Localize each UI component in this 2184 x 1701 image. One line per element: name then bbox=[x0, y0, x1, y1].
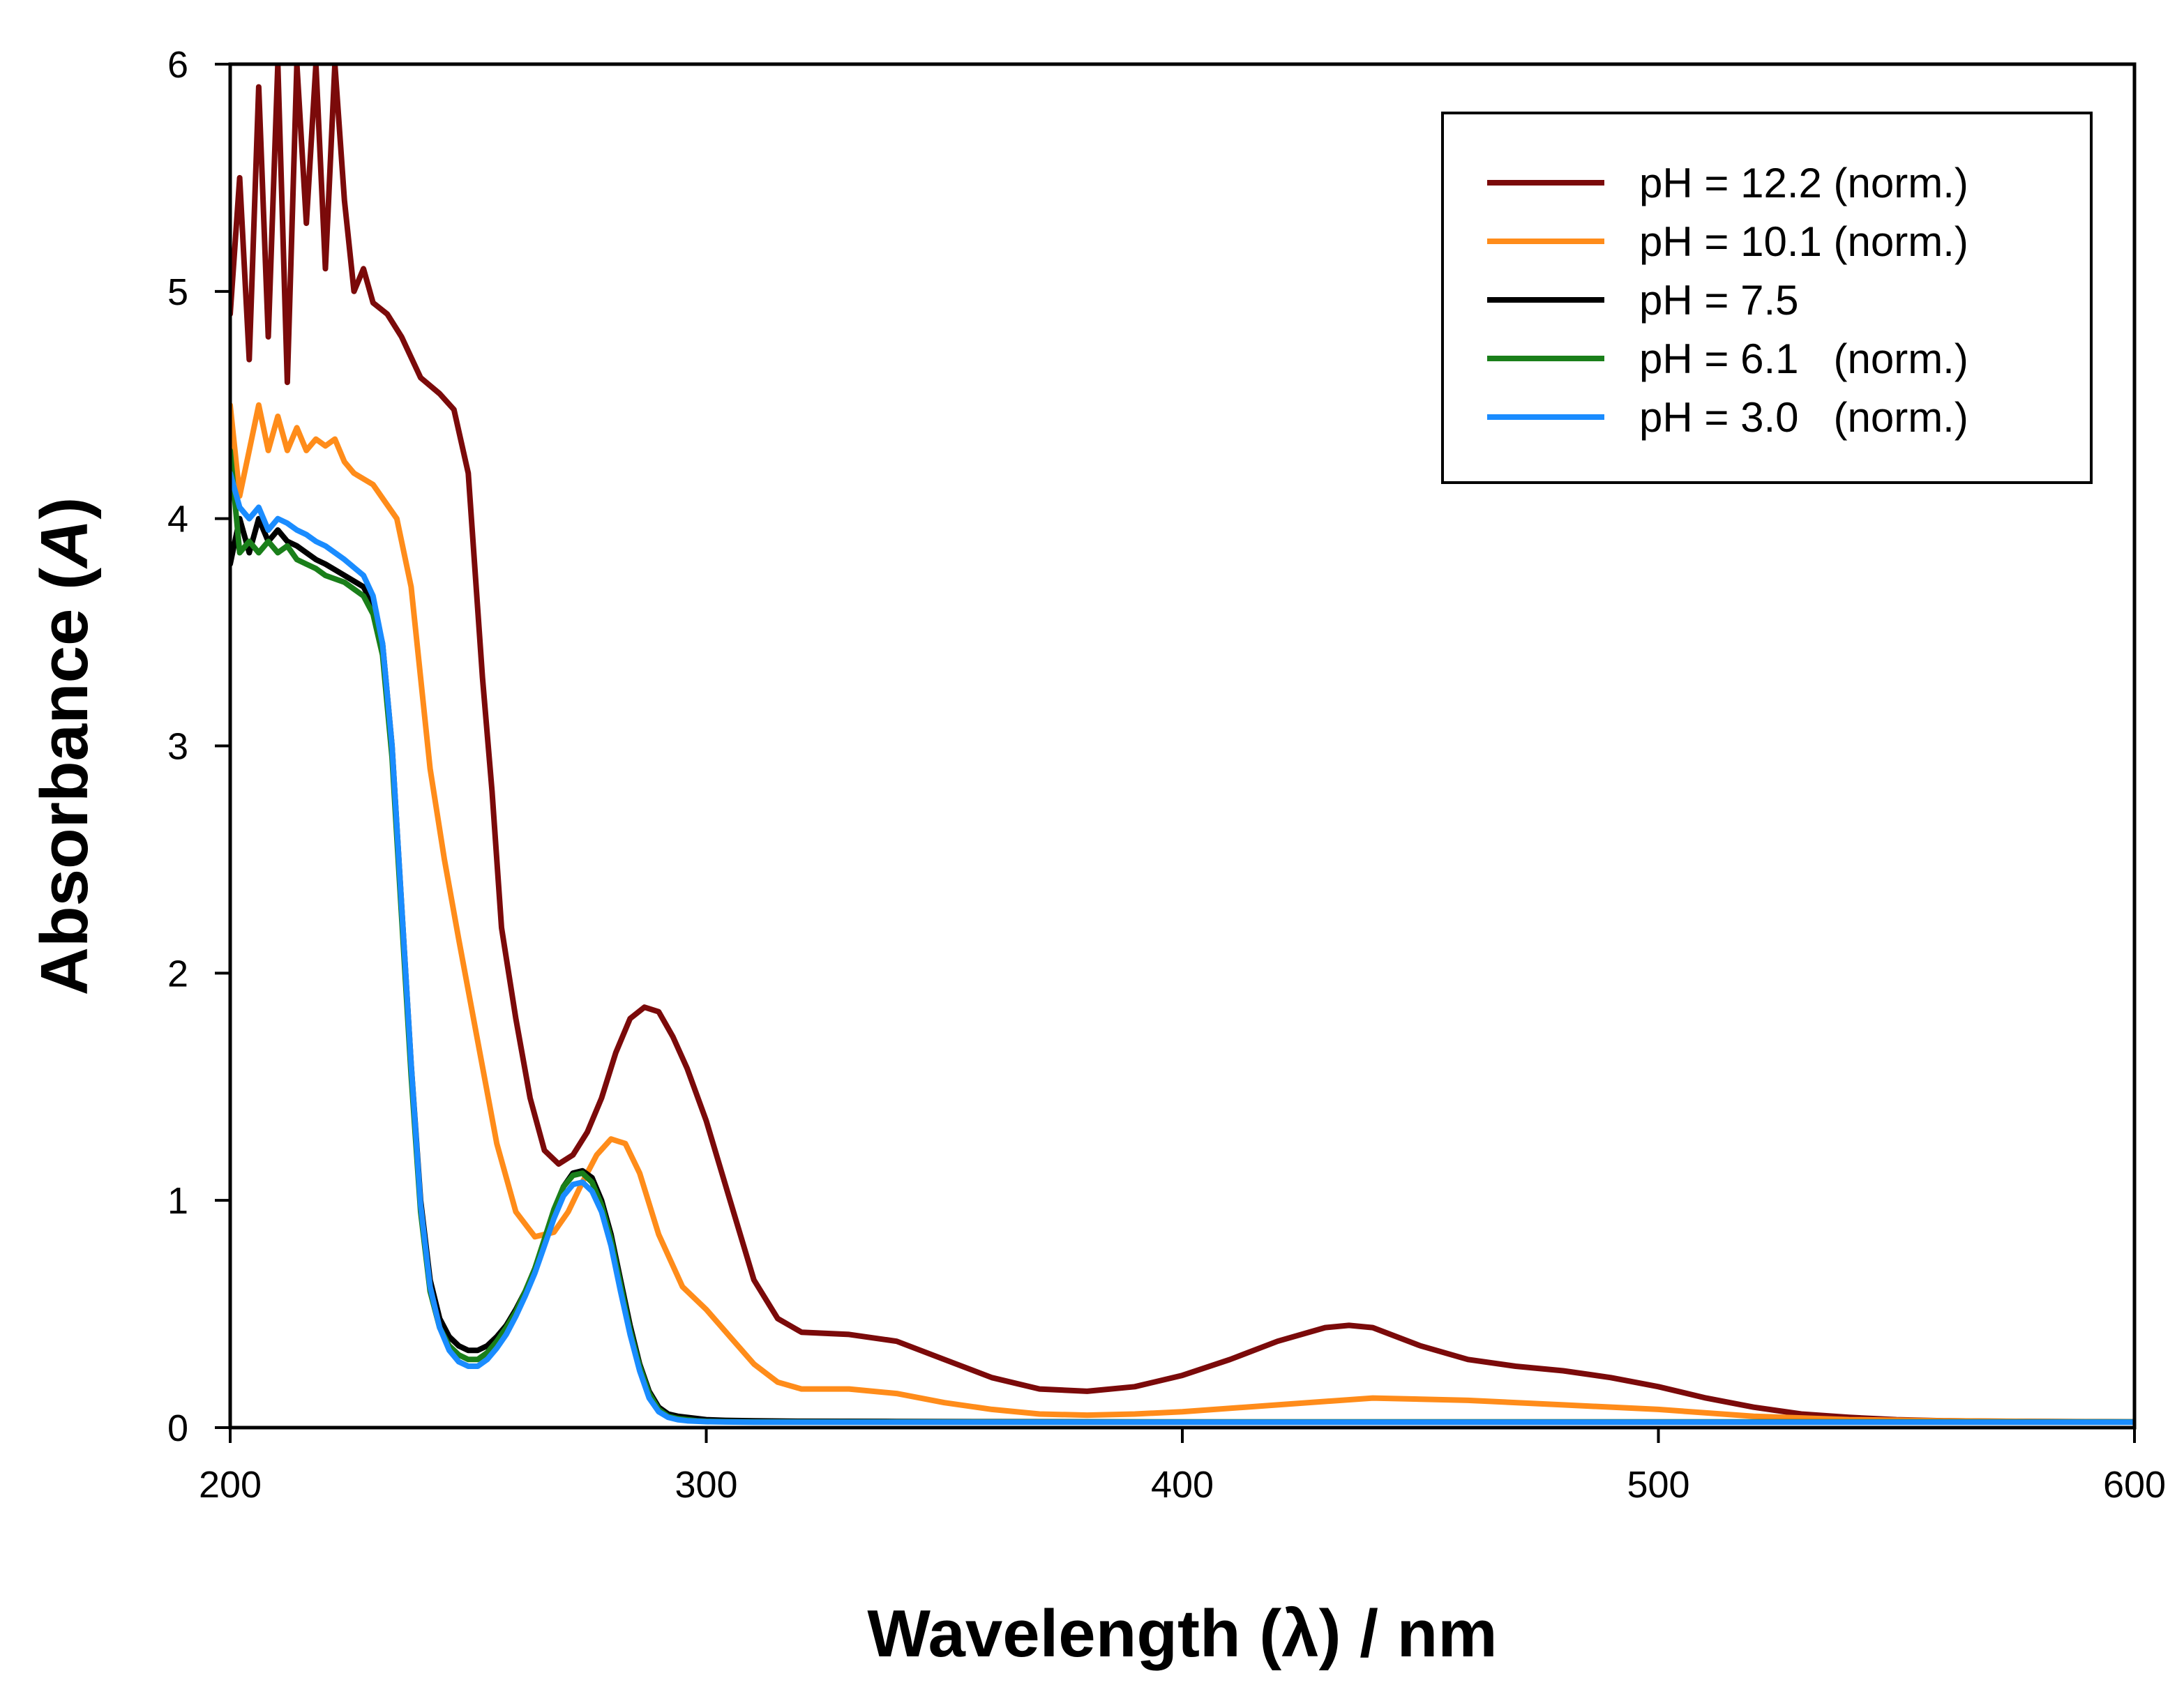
legend-label-2: pH = 7.5 bbox=[1639, 277, 1799, 324]
y-tick-label: 4 bbox=[167, 499, 188, 540]
y-axis-title: Absorbance (A) bbox=[27, 497, 102, 996]
plot-lines bbox=[230, 63, 2134, 1426]
series-line-4 bbox=[230, 470, 2134, 1426]
y-axis-title-end: ) bbox=[27, 497, 102, 520]
legend-label-3: pH = 6.1 (norm.) bbox=[1639, 335, 1968, 382]
y-tick-label: 0 bbox=[167, 1407, 188, 1449]
series-line-0 bbox=[230, 63, 2134, 1425]
x-tick-label: 300 bbox=[675, 1464, 737, 1506]
x-tick-label: 600 bbox=[2103, 1464, 2166, 1506]
y-tick-label: 5 bbox=[167, 271, 188, 313]
y-tick-label: 6 bbox=[167, 44, 188, 86]
legend-label-4: pH = 3.0 (norm.) bbox=[1639, 394, 1968, 441]
x-axis-title: Wavelength (λ) / nm bbox=[867, 1596, 1497, 1671]
x-tick-label: 400 bbox=[1151, 1464, 1214, 1506]
y-tick-label: 3 bbox=[167, 726, 188, 768]
x-axis: 200 300 400 500 600 bbox=[199, 1428, 2166, 1506]
y-axis-title-main: Absorbance ( bbox=[27, 568, 102, 995]
y-tick-label: 2 bbox=[167, 953, 188, 995]
series-line-1 bbox=[230, 402, 2134, 1425]
legend-label-0: pH = 12.2 (norm.) bbox=[1639, 160, 1968, 206]
y-tick-label: 1 bbox=[167, 1180, 188, 1222]
y-axis: 0 1 2 3 4 5 6 bbox=[167, 44, 230, 1449]
series-line-2 bbox=[230, 515, 2134, 1425]
x-tick-label: 200 bbox=[199, 1464, 262, 1506]
legend-label-1: pH = 10.1 (norm.) bbox=[1639, 218, 1968, 265]
legend: pH = 12.2 (norm.) pH = 10.1 (norm.) pH = 7… bbox=[1441, 112, 2093, 484]
x-tick-label: 500 bbox=[1627, 1464, 1689, 1506]
series-line-3 bbox=[230, 447, 2134, 1425]
y-axis-title-italic: A bbox=[27, 520, 102, 569]
